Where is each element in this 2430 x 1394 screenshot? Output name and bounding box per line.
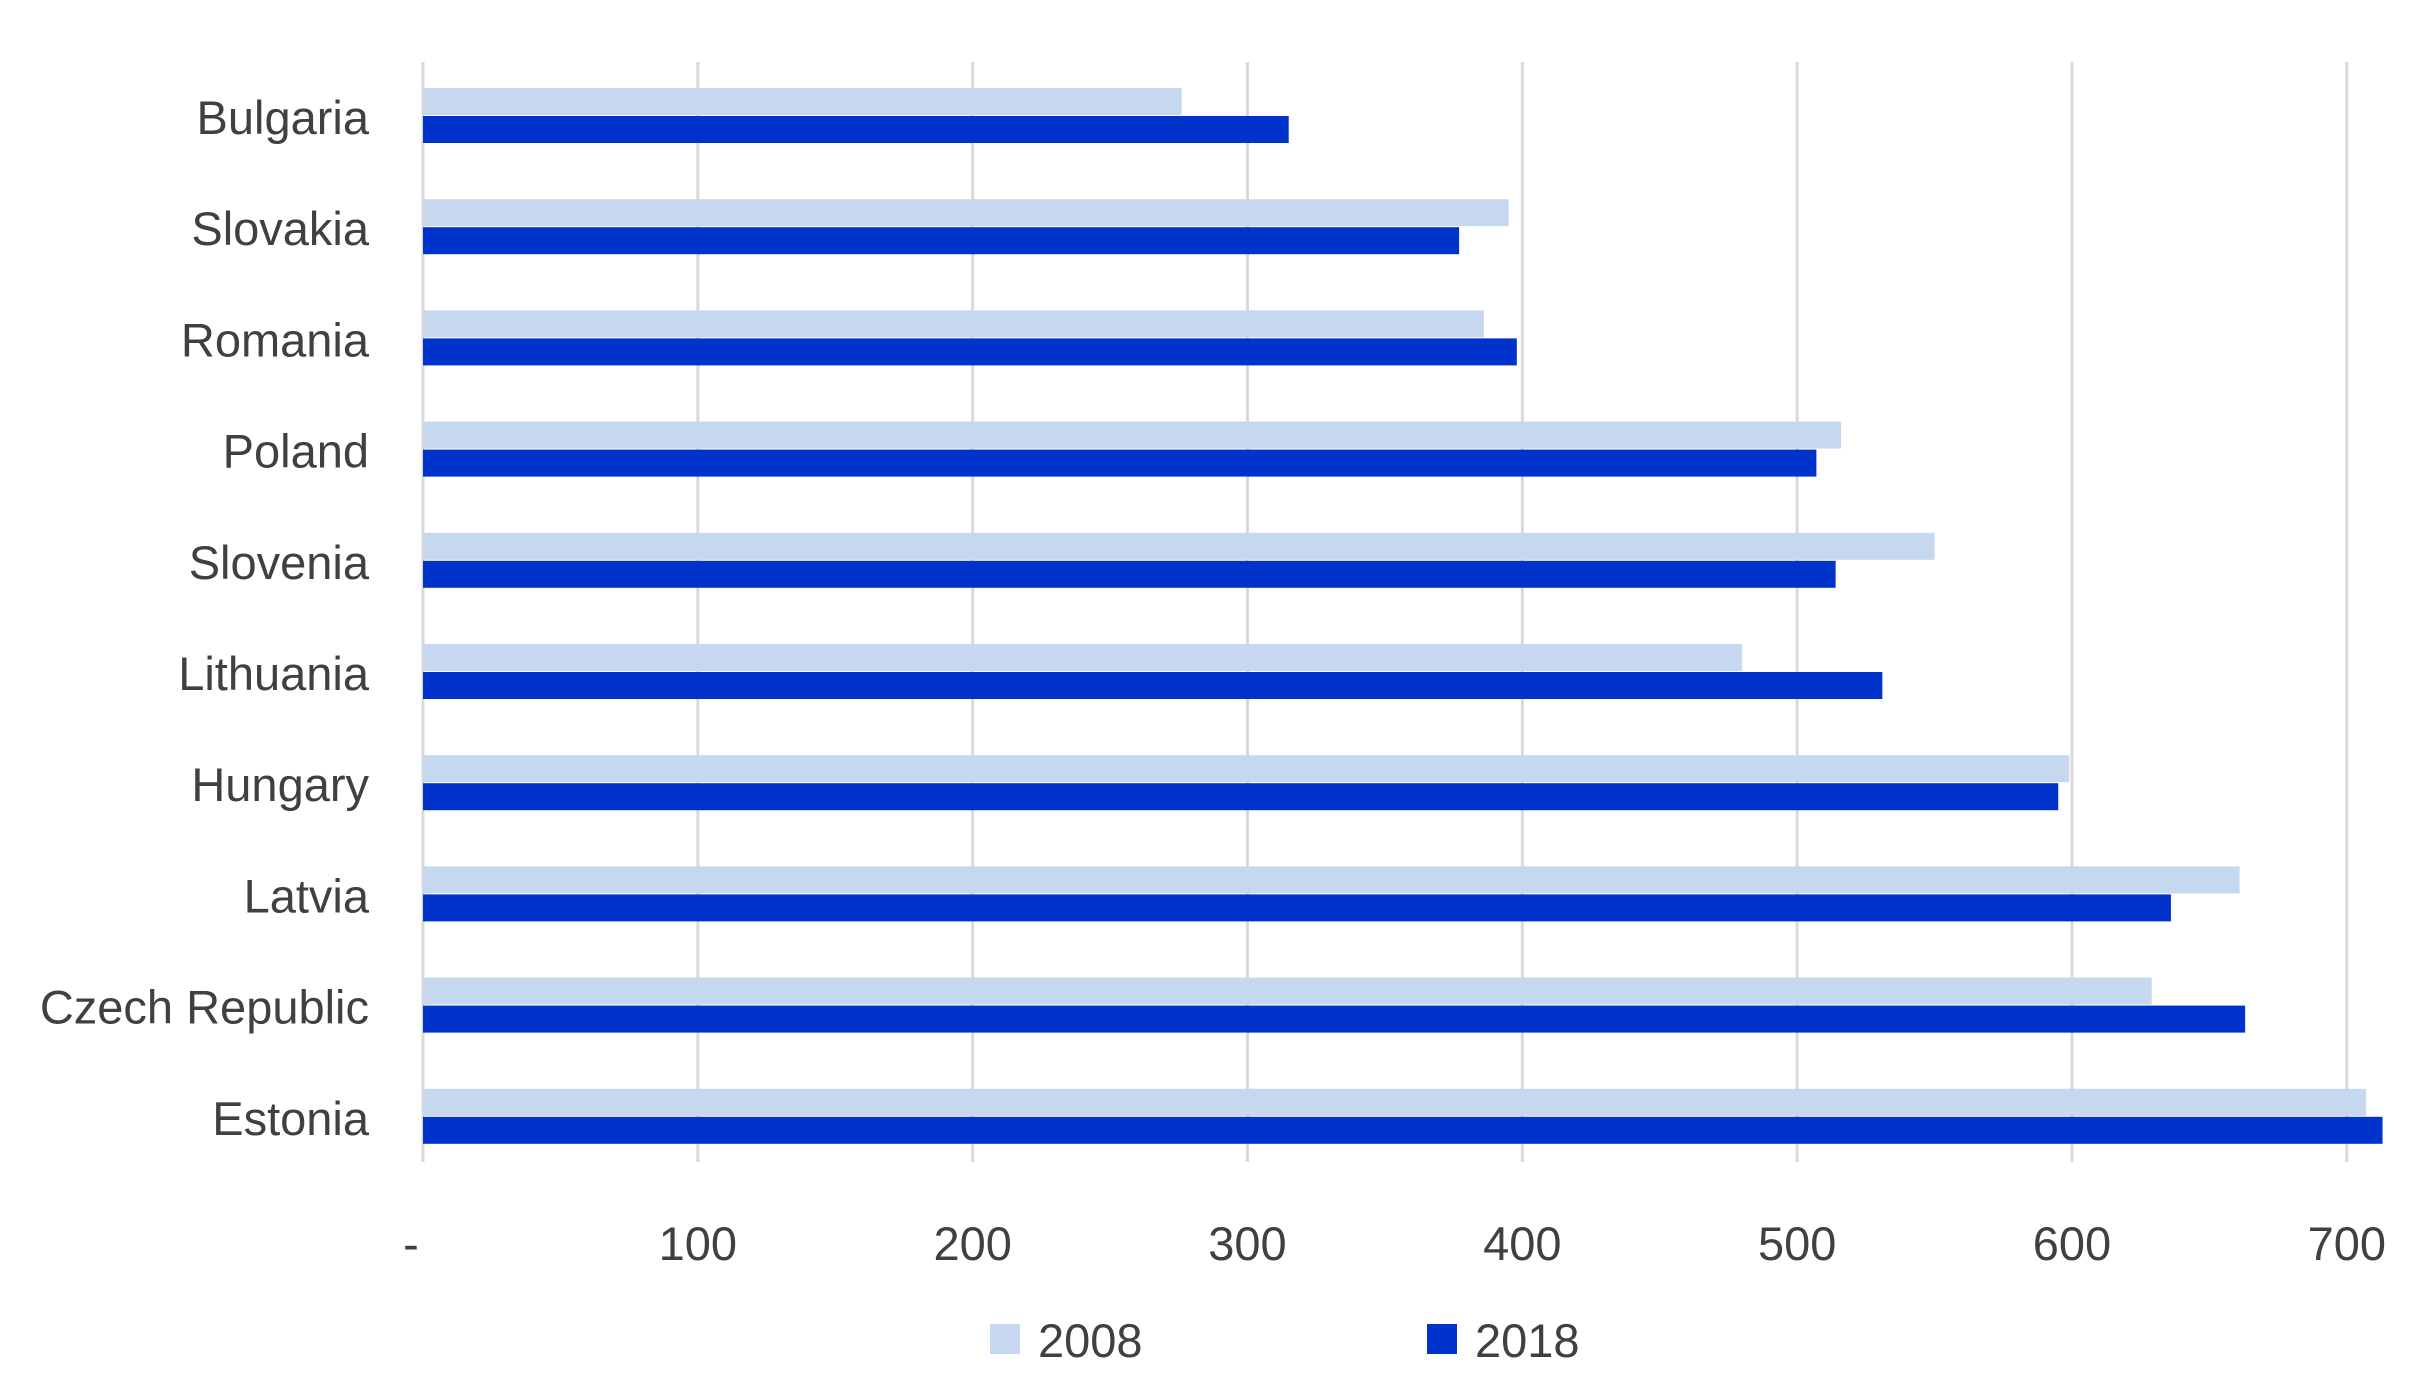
bar-2008-lithuania	[423, 644, 1743, 671]
x-tick-label: 400	[1483, 1217, 1561, 1270]
bar-2008-latvia	[423, 866, 2240, 894]
category-labels: Bulgaria Slovakia Romania Poland Slovenia Lit…	[40, 91, 370, 1145]
bar-2018-hungary	[423, 783, 2059, 811]
x-axis-tick-labels: - 100 200 300 400 500 600 700	[403, 1217, 2386, 1270]
x-tick-label: 600	[2033, 1217, 2111, 1270]
category-label: Lithuania	[178, 647, 370, 700]
category-label: Hungary	[191, 758, 369, 811]
bar-2008-estonia	[423, 1088, 2367, 1116]
category-label: Latvia	[244, 869, 370, 922]
bar-2018-slovakia	[423, 227, 1460, 255]
bar-2008-poland	[423, 421, 1842, 449]
bar-2018-romania	[423, 338, 1517, 366]
bar-2008-bulgaria	[423, 88, 1182, 115]
x-tick-label: 200	[933, 1217, 1011, 1270]
bar-2018-latvia	[423, 894, 2171, 922]
bar-2018-slovenia	[423, 560, 1836, 588]
category-label: Slovakia	[191, 202, 370, 255]
x-tick-label: -	[403, 1217, 419, 1270]
x-tick-label: 300	[1208, 1217, 1286, 1270]
legend: 2008 2018	[990, 1314, 1580, 1367]
category-label: Bulgaria	[197, 91, 370, 144]
x-tick-label: 100	[659, 1217, 737, 1270]
category-label: Estonia	[212, 1092, 370, 1145]
x-tick-label: 500	[1758, 1217, 1836, 1270]
category-label: Slovenia	[189, 536, 370, 589]
category-label: Poland	[223, 425, 369, 478]
category-label: Czech Republic	[40, 981, 369, 1034]
legend-swatch-2018	[1427, 1324, 1457, 1354]
legend-label-2018: 2018	[1475, 1314, 1580, 1367]
bars	[423, 88, 2383, 1144]
bar-2008-slovenia	[423, 532, 1935, 560]
legend-label-2008: 2008	[1038, 1314, 1143, 1367]
bar-2018-bulgaria	[423, 116, 1289, 143]
category-label: Romania	[181, 313, 370, 366]
bar-2018-lithuania	[423, 672, 1883, 699]
bar-2008-czech-republic	[423, 977, 2152, 1005]
bar-2018-czech-republic	[423, 1005, 2246, 1033]
bar-2008-romania	[423, 310, 1484, 338]
x-tick-label: 700	[2308, 1217, 2386, 1270]
legend-swatch-2008	[990, 1324, 1020, 1354]
bar-2008-slovakia	[423, 199, 1509, 227]
bar-2018-poland	[423, 449, 1817, 477]
bar-2008-hungary	[423, 755, 2070, 783]
bar-2018-estonia	[423, 1116, 2383, 1144]
